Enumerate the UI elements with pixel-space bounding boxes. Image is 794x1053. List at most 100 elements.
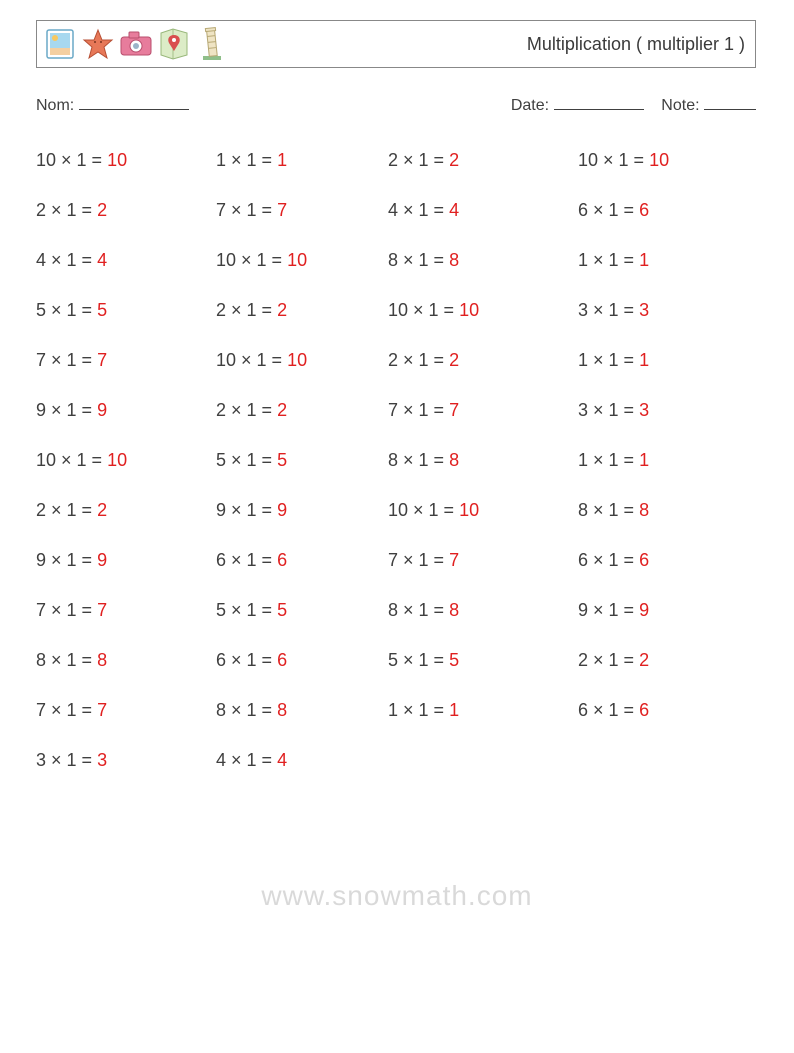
worksheet-title: Multiplication ( multiplier 1 ) xyxy=(527,34,745,55)
answer: 7 xyxy=(97,350,107,370)
answer: 1 xyxy=(639,350,649,370)
problem-cell: 7 × 1 = 7 xyxy=(36,600,216,621)
answer: 1 xyxy=(639,250,649,270)
problem-cell: 7 × 1 = 7 xyxy=(216,200,388,221)
answer: 2 xyxy=(449,350,459,370)
problem-cell: 5 × 1 = 5 xyxy=(36,300,216,321)
answer: 7 xyxy=(449,400,459,420)
problem-cell: 9 × 1 = 9 xyxy=(578,600,756,621)
answer: 10 xyxy=(459,500,479,520)
answer: 3 xyxy=(639,300,649,320)
answer: 5 xyxy=(97,300,107,320)
problem-cell: 4 × 1 = 4 xyxy=(36,250,216,271)
meta-row: Nom: Date: Note: xyxy=(36,95,756,115)
tower-icon xyxy=(195,26,229,62)
problem-cell: 5 × 1 = 5 xyxy=(216,450,388,471)
problem-cell: 6 × 1 = 6 xyxy=(578,700,756,721)
answer: 8 xyxy=(449,450,459,470)
answer: 6 xyxy=(639,200,649,220)
problem-cell: 3 × 1 = 3 xyxy=(578,300,756,321)
problem-cell: 10 × 1 = 10 xyxy=(216,250,388,271)
problem-cell: 6 × 1 = 6 xyxy=(578,200,756,221)
problem-cell: 8 × 1 = 8 xyxy=(36,650,216,671)
answer: 7 xyxy=(97,600,107,620)
answer: 8 xyxy=(97,650,107,670)
problem-cell: 8 × 1 = 8 xyxy=(578,500,756,521)
problem-cell: 3 × 1 = 3 xyxy=(36,750,216,771)
answer: 4 xyxy=(277,750,287,770)
problem-cell: 6 × 1 = 6 xyxy=(216,650,388,671)
problem-row: 8 × 1 = 86 × 1 = 65 × 1 = 52 × 1 = 2 xyxy=(36,635,756,685)
problem-cell: 1 × 1 = 1 xyxy=(216,150,388,171)
note-line xyxy=(704,95,756,110)
name-line xyxy=(79,95,189,110)
answer: 9 xyxy=(277,500,287,520)
problem-cell: 2 × 1 = 2 xyxy=(578,650,756,671)
answer: 3 xyxy=(639,400,649,420)
answer: 9 xyxy=(97,400,107,420)
note-label: Note: xyxy=(661,97,699,114)
problem-row: 10 × 1 = 105 × 1 = 58 × 1 = 81 × 1 = 1 xyxy=(36,435,756,485)
answer: 8 xyxy=(449,250,459,270)
name-label: Nom: xyxy=(36,97,74,114)
problem-row: 4 × 1 = 410 × 1 = 108 × 1 = 81 × 1 = 1 xyxy=(36,235,756,285)
answer: 10 xyxy=(459,300,479,320)
problem-cell: 3 × 1 = 3 xyxy=(578,400,756,421)
problem-cell: 8 × 1 = 8 xyxy=(388,450,578,471)
answer: 5 xyxy=(277,450,287,470)
problem-cell: 10 × 1 = 10 xyxy=(36,450,216,471)
answer: 10 xyxy=(107,450,127,470)
answer: 1 xyxy=(449,700,459,720)
answer: 7 xyxy=(97,700,107,720)
problem-cell: 1 × 1 = 1 xyxy=(578,350,756,371)
answer: 2 xyxy=(449,150,459,170)
problem-cell: 10 × 1 = 10 xyxy=(388,500,578,521)
problem-cell: 8 × 1 = 8 xyxy=(216,700,388,721)
problem-cell: 1 × 1 = 1 xyxy=(578,450,756,471)
problem-cell: 4 × 1 = 4 xyxy=(388,200,578,221)
problem-cell: 8 × 1 = 8 xyxy=(388,250,578,271)
problem-cell: 2 × 1 = 2 xyxy=(216,300,388,321)
problem-row: 5 × 1 = 52 × 1 = 210 × 1 = 103 × 1 = 3 xyxy=(36,285,756,335)
answer: 6 xyxy=(639,550,649,570)
date-line xyxy=(554,95,644,110)
answer: 2 xyxy=(97,500,107,520)
answer: 1 xyxy=(277,150,287,170)
problem-cell: 7 × 1 = 7 xyxy=(388,400,578,421)
answer: 8 xyxy=(639,500,649,520)
header-box: Multiplication ( multiplier 1 ) xyxy=(36,20,756,68)
answer: 5 xyxy=(277,600,287,620)
problem-cell: 9 × 1 = 9 xyxy=(36,550,216,571)
problem-cell: 10 × 1 = 10 xyxy=(388,300,578,321)
answer: 5 xyxy=(449,650,459,670)
answer: 9 xyxy=(639,600,649,620)
date-note-field: Date: Note: xyxy=(511,95,756,115)
answer: 10 xyxy=(649,150,669,170)
problem-cell: 9 × 1 = 9 xyxy=(216,500,388,521)
answer: 7 xyxy=(449,550,459,570)
problem-row: 2 × 1 = 29 × 1 = 910 × 1 = 108 × 1 = 8 xyxy=(36,485,756,535)
problem-cell: 9 × 1 = 9 xyxy=(36,400,216,421)
problem-row: 7 × 1 = 75 × 1 = 58 × 1 = 89 × 1 = 9 xyxy=(36,585,756,635)
answer: 6 xyxy=(277,550,287,570)
answer: 10 xyxy=(107,150,127,170)
problem-cell: 10 × 1 = 10 xyxy=(216,350,388,371)
problem-cell: 8 × 1 = 8 xyxy=(388,600,578,621)
camera-icon xyxy=(119,26,153,62)
problem-row: 7 × 1 = 710 × 1 = 102 × 1 = 21 × 1 = 1 xyxy=(36,335,756,385)
problem-cell: 7 × 1 = 7 xyxy=(36,700,216,721)
watermark: www.snowmath.com xyxy=(0,880,794,912)
beach-icon xyxy=(43,26,77,62)
answer: 6 xyxy=(639,700,649,720)
answer: 6 xyxy=(277,650,287,670)
problem-row: 9 × 1 = 96 × 1 = 67 × 1 = 76 × 1 = 6 xyxy=(36,535,756,585)
problem-cell: 2 × 1 = 2 xyxy=(36,500,216,521)
problem-cell: 7 × 1 = 7 xyxy=(388,550,578,571)
problem-cell: 10 × 1 = 10 xyxy=(36,150,216,171)
problem-row: 9 × 1 = 92 × 1 = 27 × 1 = 73 × 1 = 3 xyxy=(36,385,756,435)
problem-cell: 6 × 1 = 6 xyxy=(216,550,388,571)
date-label: Date: xyxy=(511,97,549,114)
answer: 9 xyxy=(97,550,107,570)
problem-cell: 2 × 1 = 2 xyxy=(388,350,578,371)
answer: 2 xyxy=(277,400,287,420)
